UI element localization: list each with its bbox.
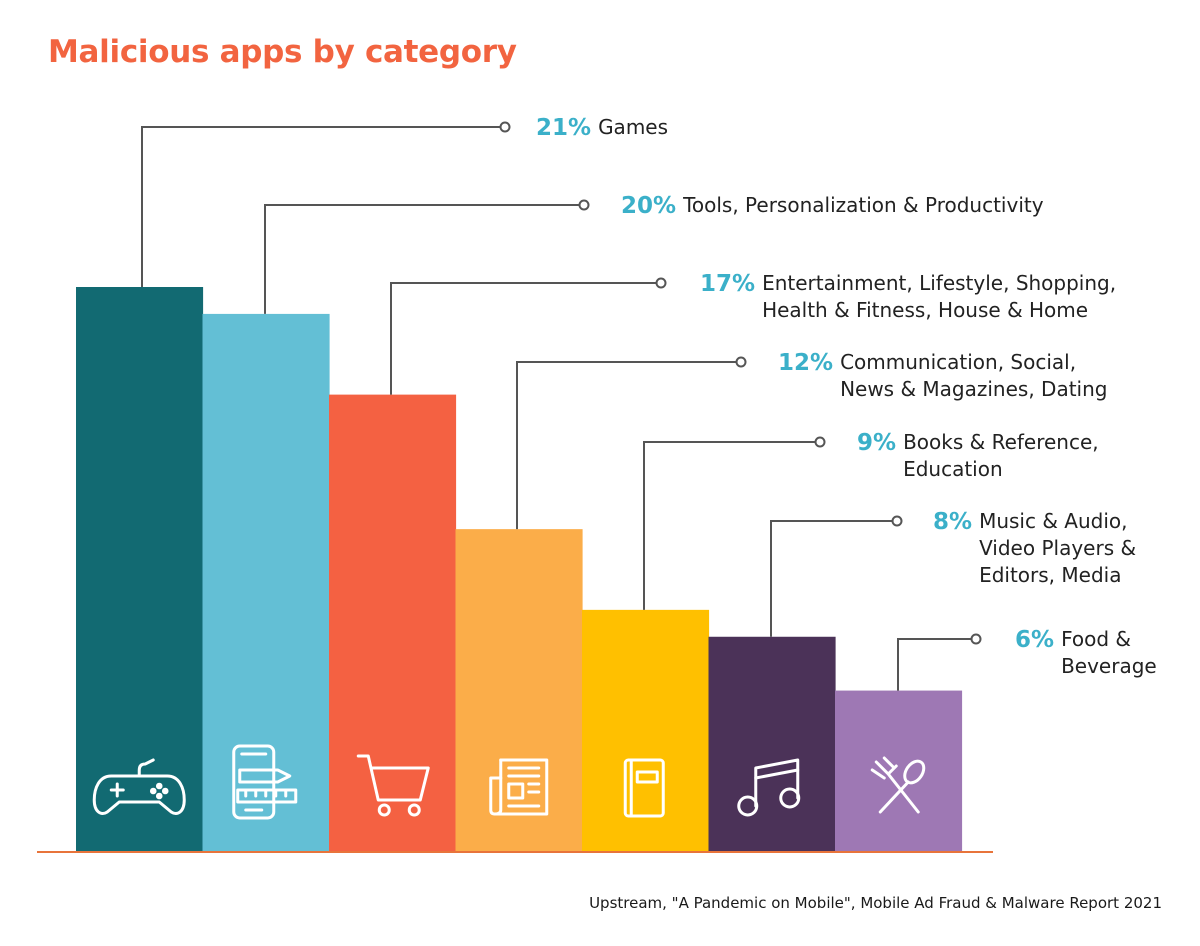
leader-dot-2 bbox=[578, 199, 590, 211]
labels-group: 21% Games 20% Tools, Personalization & Prod… bbox=[536, 115, 1157, 678]
leader-line-5 bbox=[643, 441, 815, 610]
bar-4 bbox=[455, 529, 583, 852]
value-label-7: 6% bbox=[1015, 627, 1054, 653]
value-label-4: 12% bbox=[778, 350, 833, 376]
leader-dot-3 bbox=[655, 277, 667, 289]
icons-group bbox=[92, 744, 926, 820]
phone-tools-icon bbox=[232, 744, 298, 820]
leader-line-7 bbox=[897, 638, 971, 691]
category-label-1-line-1: Games bbox=[598, 115, 668, 139]
category-label-4-line-1: Communication, Social, bbox=[840, 350, 1076, 374]
leader-line-6 bbox=[770, 520, 892, 637]
category-label-3-line-2: Health & Fitness, House & Home bbox=[762, 298, 1088, 322]
category-label-6-line-1: Music & Audio, bbox=[979, 509, 1127, 533]
category-label-3-line-1: Entertainment, Lifestyle, Shopping, bbox=[762, 271, 1116, 295]
category-label-4-line-2: News & Magazines, Dating bbox=[840, 377, 1107, 401]
leader-dot-6 bbox=[891, 515, 903, 527]
value-label-5: 9% bbox=[857, 430, 896, 456]
newspaper-icon bbox=[489, 758, 549, 816]
leader-dot-7 bbox=[970, 633, 982, 645]
leader-lines-group bbox=[141, 121, 982, 691]
gamepad-icon bbox=[92, 758, 186, 815]
leader-line-1 bbox=[141, 126, 500, 287]
category-label-5-line-1: Books & Reference, bbox=[903, 430, 1099, 454]
leader-dot-4 bbox=[735, 356, 747, 368]
bar-5 bbox=[582, 609, 710, 852]
value-label-2: 20% bbox=[621, 193, 676, 219]
shopping-cart-icon bbox=[356, 754, 430, 817]
leader-line-3 bbox=[390, 282, 656, 395]
category-label-6-line-3: Editors, Media bbox=[979, 563, 1121, 587]
value-label-6: 8% bbox=[933, 509, 972, 535]
chart-title: Malicious apps by category bbox=[48, 34, 517, 70]
category-label-7-line-2: Beverage bbox=[1061, 654, 1157, 678]
category-label-7-line-1: Food & bbox=[1061, 627, 1131, 651]
category-label-6-line-2: Video Players & bbox=[979, 536, 1136, 560]
category-label-2-line-1: Tools, Personalization & Productivity bbox=[682, 193, 1044, 217]
category-label-5-line-2: Education bbox=[903, 457, 1003, 481]
bar-1 bbox=[76, 287, 204, 852]
bar-2 bbox=[202, 313, 330, 852]
value-label-3: 17% bbox=[700, 271, 755, 297]
value-label-1: 21% bbox=[536, 115, 591, 141]
bar-7 bbox=[835, 690, 963, 852]
source-note: Upstream, "A Pandemic on Mobile", Mobile… bbox=[589, 894, 1162, 912]
bar-3 bbox=[329, 394, 457, 852]
fork-spoon-icon bbox=[870, 756, 926, 814]
bar-6 bbox=[708, 636, 836, 852]
book-icon bbox=[623, 758, 665, 818]
leader-line-4 bbox=[516, 361, 736, 530]
leader-dot-1 bbox=[499, 121, 511, 133]
leader-line-2 bbox=[264, 204, 579, 314]
music-note-icon bbox=[737, 758, 801, 817]
leader-dot-5 bbox=[814, 436, 826, 448]
